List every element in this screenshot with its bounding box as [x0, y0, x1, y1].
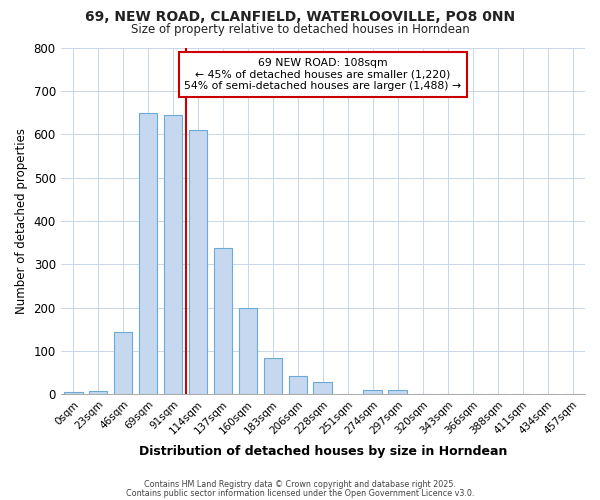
Text: 69, NEW ROAD, CLANFIELD, WATERLOOVILLE, PO8 0NN: 69, NEW ROAD, CLANFIELD, WATERLOOVILLE, … [85, 10, 515, 24]
Bar [164, 114, 182, 394]
Bar [114, 332, 133, 394]
Bar [89, 392, 107, 394]
Text: Contains HM Land Registry data © Crown copyright and database right 2025.: Contains HM Land Registry data © Crown c… [144, 480, 456, 489]
Bar [263, 358, 282, 394]
Bar [239, 308, 257, 394]
X-axis label: Distribution of detached houses by size in Horndean: Distribution of detached houses by size … [139, 444, 507, 458]
Bar [139, 114, 157, 394]
Bar [364, 390, 382, 394]
Text: Size of property relative to detached houses in Horndean: Size of property relative to detached ho… [131, 22, 469, 36]
Bar [289, 376, 307, 394]
Bar [64, 392, 83, 394]
Bar [214, 248, 232, 394]
Bar [313, 382, 332, 394]
Y-axis label: Number of detached properties: Number of detached properties [15, 128, 28, 314]
Text: 69 NEW ROAD: 108sqm
← 45% of detached houses are smaller (1,220)
54% of semi-det: 69 NEW ROAD: 108sqm ← 45% of detached ho… [184, 58, 461, 91]
Text: Contains public sector information licensed under the Open Government Licence v3: Contains public sector information licen… [126, 488, 474, 498]
Bar [188, 130, 208, 394]
Bar [388, 390, 407, 394]
